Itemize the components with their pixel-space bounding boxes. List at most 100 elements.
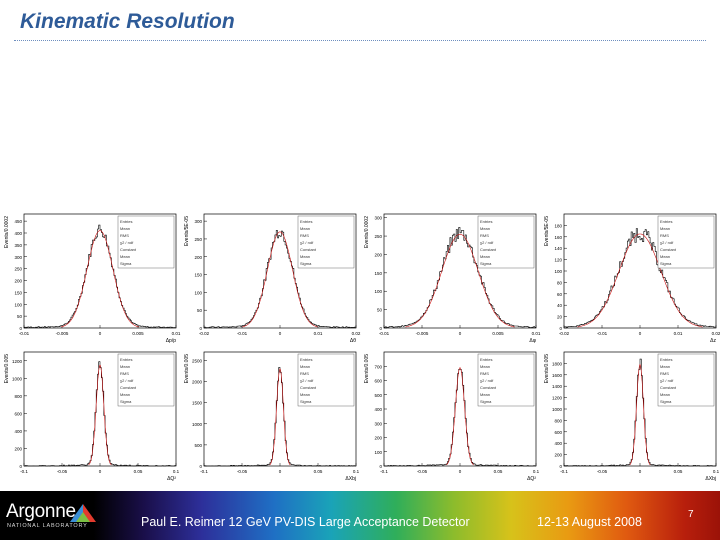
stats-label: Sigma [120,399,132,404]
y-tick-label: 150 [374,271,382,276]
stats-box [117,353,175,407]
stats-label: χ2 / ndf [120,240,134,245]
y-tick-label: 150 [194,273,202,278]
x-tick-label: -0.01 [237,331,248,336]
y-tick-label: 700 [374,364,382,369]
gaussian-fit-curve [577,233,703,328]
x-tick-label: 0.01 [674,331,683,336]
stats-label: χ2 / ndf [120,378,134,383]
y-tick-label: 100 [554,269,562,274]
stats-label: Mean [120,226,130,231]
stats-label: Mean [300,254,310,259]
y-tick-label: 50 [197,308,203,313]
x-tick-label: 0 [99,469,102,474]
y-tick-label: 50 [17,314,23,319]
x-tick-label: -0.02 [559,331,570,336]
stats-label: χ2 / ndf [480,240,494,245]
y-tick-label: 300 [374,216,382,221]
histogram-series [204,230,356,328]
y-tick-label: 400 [374,407,382,412]
x-tick-label: -0.1 [380,469,388,474]
y-tick-label: 80 [557,280,563,285]
x-tick-label: 0.1 [713,469,720,474]
y-tick-label: 1000 [552,407,563,412]
stats-label: Entries [120,219,132,224]
stats-label: Entries [480,219,492,224]
y-tick-label: 600 [14,411,22,416]
stats-box [477,215,535,269]
y-tick-label: 200 [14,446,22,451]
y-tick-label: 2500 [192,358,203,363]
x-tick-label: 0.01 [314,331,323,336]
stats-label: χ2 / ndf [300,378,314,383]
x-tick-label: 0 [279,469,282,474]
y-axis-title: Events/0.0002 [4,216,10,248]
x-tick-label: 0.05 [134,469,143,474]
x-tick-label: 0.1 [173,469,180,474]
stats-label: Mean [300,226,310,231]
y-tick-label: 800 [554,418,562,423]
page-number: 7 [688,509,694,520]
x-axis-title: Δp/p [166,338,177,344]
y-tick-label: 1600 [552,373,563,378]
stats-label: Constant [300,247,317,252]
y-tick-label: 250 [14,267,22,272]
x-tick-label: -0.1 [200,469,208,474]
y-tick-label: 200 [374,436,382,441]
x-tick-label: 0 [99,331,102,336]
y-tick-label: 160 [554,235,562,240]
y-tick-label: 400 [554,441,562,446]
stats-label: Constant [480,247,497,252]
x-tick-label: 0 [639,331,642,336]
x-tick-label: 0.1 [533,469,540,474]
y-axis-title: Events/0.005 [364,354,370,383]
y-axis-title: Events/5E-05 [184,216,190,246]
histogram-panel: 0 200 400 600 800 1000 1200 -0.1 -0.05 0 0.05 0.1 Ev… [4,351,180,482]
stats-label: Entries [660,357,672,362]
y-tick-label: 1200 [552,396,563,401]
stats-label: Sigma [300,399,312,404]
stats-label: Mean [660,254,670,259]
y-tick-label: 100 [14,302,22,307]
stats-label: RMS [660,371,669,376]
y-tick-label: 0 [559,326,562,331]
x-axis-title: ΔXbj [345,476,356,482]
x-tick-label: 0.05 [494,469,503,474]
histogram-panel: 0 100 200 300 400 500 600 700 -0.1 -0.05 0 0.05 0.1 E… [364,351,540,482]
y-tick-label: 0 [559,464,562,469]
y-tick-label: 100 [374,450,382,455]
stats-label: Constant [120,385,137,390]
x-tick-label: -0.1 [560,469,568,474]
gaussian-fit-curve [88,364,112,466]
y-tick-label: 0 [199,326,202,331]
y-tick-label: 180 [554,223,562,228]
y-tick-label: 1000 [192,422,203,427]
stats-label: Mean [480,392,490,397]
x-tick-label: -0.05 [417,469,428,474]
x-tick-label: -0.05 [57,469,68,474]
stats-label: Mean [120,254,130,259]
x-tick-label: -0.01 [19,331,30,336]
x-tick-label: -0.05 [237,469,248,474]
x-axis-title: Δφ [529,338,536,344]
y-tick-label: 1500 [192,401,203,406]
histogram-panel: 0 50 100 150 200 250 300 -0.02 -0.01 0 0.01 0.02 Eve… [184,213,361,344]
stats-label: χ2 / ndf [480,378,494,383]
logo-subtitle: NATIONAL LABORATORY [7,523,88,529]
stats-label: Mean [660,392,670,397]
x-tick-label: 0.05 [314,469,323,474]
y-tick-label: 350 [14,243,22,248]
stats-label: Constant [660,385,677,390]
y-tick-label: 250 [194,237,202,242]
histogram-panel: 0 200 400 600 800 1000 1200 1400 1600 1800 -0.1 -0.… [544,351,720,482]
stats-label: χ2 / ndf [300,240,314,245]
x-tick-label: 0.005 [492,331,504,336]
gaussian-fit-curve [446,367,474,466]
y-tick-label: 500 [374,393,382,398]
x-tick-label: 0 [459,469,462,474]
stats-label: Sigma [660,261,672,266]
stats-label: Mean [660,226,670,231]
gaussian-fit-curve [242,231,318,328]
x-tick-label: 0.02 [352,331,361,336]
stats-label: RMS [120,371,129,376]
